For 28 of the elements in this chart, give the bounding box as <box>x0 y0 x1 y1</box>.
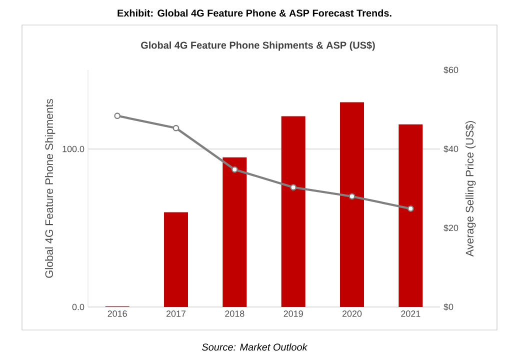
x-tick-label: 2020 <box>342 310 362 317</box>
x-tick-label: 2021 <box>401 310 420 317</box>
y-axis-title: Global 4G Feature Phone Shipments <box>44 99 56 278</box>
chart-title: Exhibit: Global 4G Feature Phone & ASP Forecast Trends. <box>118 9 392 17</box>
y-tick-label: 100.0 <box>62 146 84 152</box>
bar <box>281 116 306 307</box>
x-tick-label: 2018 <box>225 310 244 317</box>
point <box>172 124 180 132</box>
y-tick-label: 0.0 <box>72 304 84 310</box>
bar <box>398 124 423 307</box>
x-tick-label: 2016 <box>108 310 127 317</box>
y2-tick-label: $0 <box>444 303 454 311</box>
y2-tick-label: $20 <box>444 224 458 232</box>
bar <box>222 157 247 307</box>
point <box>231 166 238 173</box>
point <box>348 193 356 200</box>
point <box>114 112 121 120</box>
x-tick-label: 2017 <box>166 310 186 317</box>
y2-tick-label: $60 <box>444 66 458 74</box>
chart-subtitle: Global 4G Feature Phone Shipments & ASP (US$) <box>141 41 375 51</box>
y2-tick-label: $40 <box>444 145 458 153</box>
bar <box>340 102 364 307</box>
y2-axis-title: Average Selling Price (US$) <box>465 121 476 257</box>
point <box>407 205 414 212</box>
point <box>290 184 297 191</box>
source-note: Source: Market Outlook <box>202 343 308 351</box>
x-tick-label: 2019 <box>284 310 303 317</box>
bar <box>164 212 188 307</box>
